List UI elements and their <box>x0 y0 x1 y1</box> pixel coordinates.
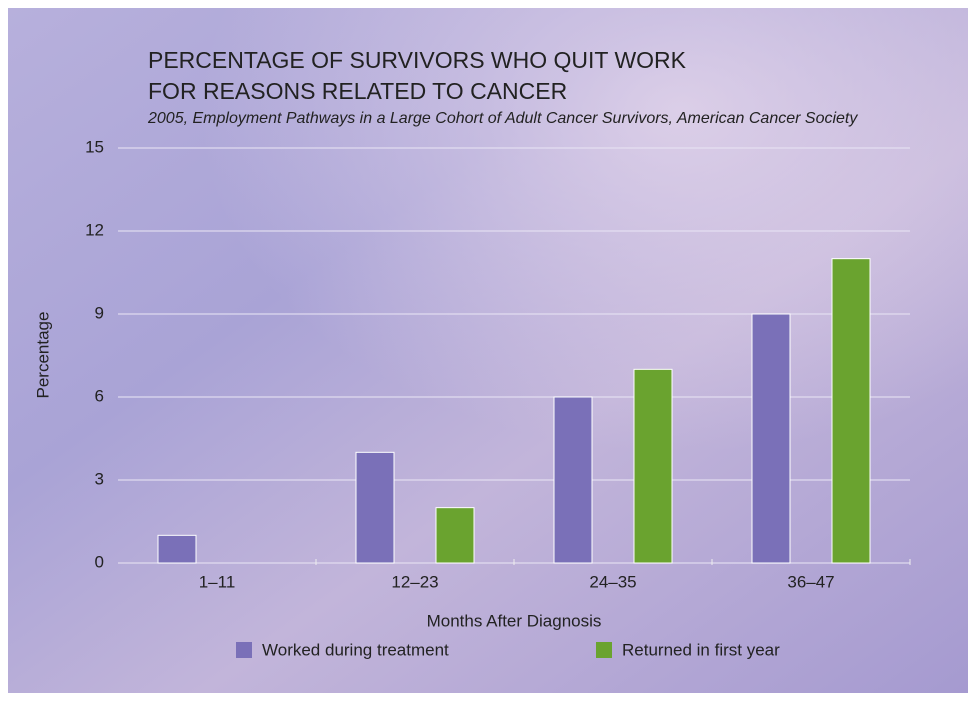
legend-label: Worked during treatment <box>262 640 449 659</box>
y-tick-label: 3 <box>95 469 104 488</box>
x-tick-label: 1–11 <box>199 572 236 591</box>
chart-title: FOR REASONS RELATED TO CANCER <box>148 78 567 104</box>
y-tick-label: 12 <box>85 220 104 239</box>
background-glow <box>8 8 968 693</box>
bar <box>831 258 871 564</box>
legend-swatch <box>236 642 252 658</box>
y-tick-label: 9 <box>95 303 104 322</box>
bar <box>553 396 593 564</box>
chart-subtitle: 2005, Employment Pathways in a Large Coh… <box>147 110 858 127</box>
bar <box>751 313 791 564</box>
y-tick-label: 0 <box>95 552 104 571</box>
bar <box>157 534 197 564</box>
bar <box>435 507 475 564</box>
y-axis-label: Percentage <box>33 312 52 399</box>
chart-title: PERCENTAGE OF SURVIVORS WHO QUIT WORK <box>148 47 687 73</box>
y-tick-label: 6 <box>95 386 104 405</box>
legend-label: Returned in first year <box>622 640 780 659</box>
bar <box>355 451 395 564</box>
x-tick-label: 12–23 <box>391 572 438 591</box>
bar <box>633 368 673 564</box>
x-axis-label: Months After Diagnosis <box>427 611 602 630</box>
x-tick-label: 24–35 <box>589 572 636 591</box>
x-tick-label: 36–47 <box>787 572 834 591</box>
legend-swatch <box>596 642 612 658</box>
y-tick-label: 15 <box>85 137 104 156</box>
